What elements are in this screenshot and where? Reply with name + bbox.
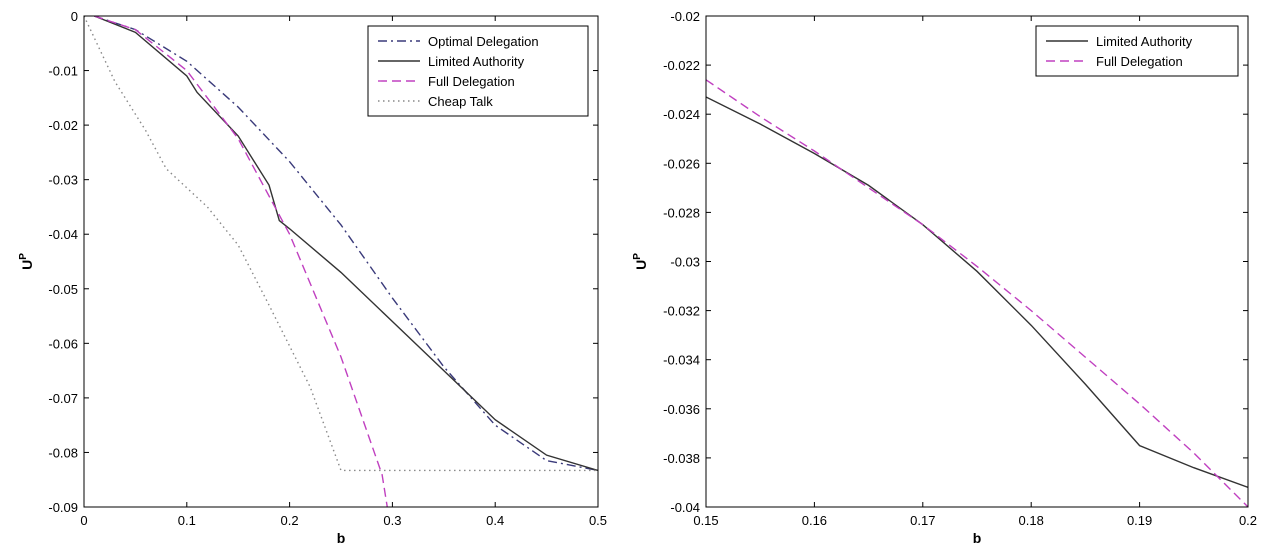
series-line-optimal-delegation xyxy=(94,16,598,472)
y-tick-label: -0.02 xyxy=(48,118,78,133)
y-tick-label: -0.034 xyxy=(663,353,700,368)
y-tick-label: -0.08 xyxy=(48,445,78,460)
x-tick-label: 0.16 xyxy=(802,513,827,528)
y-tick-label: -0.036 xyxy=(663,402,700,417)
y-tick-label: 0 xyxy=(71,9,78,24)
series-line-limited-authority xyxy=(706,96,1248,489)
y-tick-label: -0.04 xyxy=(670,500,700,515)
y-tick-label: -0.03 xyxy=(48,173,78,188)
legend: Limited Authority Full Delegation xyxy=(1035,25,1239,77)
legend-label: Optimal Delegation xyxy=(428,34,539,49)
legend-label: Limited Authority xyxy=(428,54,525,69)
x-tick-label: 0.18 xyxy=(1019,513,1044,528)
y-axis-label-group: UP xyxy=(18,253,35,270)
y-tick-label: -0.022 xyxy=(663,58,700,73)
y-tick-label: -0.04 xyxy=(48,227,78,242)
y-tick-label: -0.09 xyxy=(48,500,78,515)
legend-label: Cheap Talk xyxy=(428,94,493,109)
series-line-limited-authority xyxy=(94,16,598,472)
y-tick-label: -0.02 xyxy=(670,9,700,24)
x-tick-label: 0.2 xyxy=(281,513,299,528)
y-tick-label: -0.01 xyxy=(48,64,78,79)
x-tick-label: 0.19 xyxy=(1127,513,1152,528)
y-axis-label-main: U xyxy=(633,260,649,270)
chart-panel-1: 0 0.1 0.2 0.3 0.4 0.5 0 -0.01 -0.02 -0.03 -0.04 -0.… xyxy=(18,9,607,546)
y-axis-label-sup: P xyxy=(632,253,643,260)
y-tick-label: -0.03 xyxy=(670,255,700,270)
y-tick-label: -0.07 xyxy=(48,391,78,406)
x-tick-label: 0.2 xyxy=(1239,513,1257,528)
legend: Optimal Delegation Limited Authority Full … xyxy=(367,25,589,117)
plot-area xyxy=(706,16,1248,507)
x-tick-label: 0.15 xyxy=(693,513,718,528)
y-tick-label: -0.05 xyxy=(48,282,78,297)
x-tick-label: 0.3 xyxy=(383,513,401,528)
x-axis-label: b xyxy=(973,530,982,546)
y-tick-label: -0.024 xyxy=(663,107,700,122)
y-axis-label: UP xyxy=(18,253,35,270)
y-tick-label: -0.038 xyxy=(663,451,700,466)
series-line-full-delegation xyxy=(706,79,1248,507)
series-line-full-delegation xyxy=(94,16,388,507)
x-tick-label: 0.1 xyxy=(178,513,196,528)
axes-box xyxy=(83,15,599,508)
y-axis-label: UP xyxy=(632,253,649,270)
y-tick-label: -0.06 xyxy=(48,336,78,351)
y-axis-label-sup: P xyxy=(18,253,29,260)
y-tick-label: -0.032 xyxy=(663,304,700,319)
x-tick-label: 0.5 xyxy=(589,513,607,528)
legend-label: Full Delegation xyxy=(428,74,515,89)
chart-panel-2: 0.15 0.16 0.17 0.18 0.19 0.2 -0.02 -0.022 -0.024… xyxy=(632,9,1257,546)
x-axis-label: b xyxy=(337,530,346,546)
y-tick-label: -0.026 xyxy=(663,156,700,171)
x-tick-label: 0.17 xyxy=(910,513,935,528)
legend-label: Full Delegation xyxy=(1096,54,1183,69)
x-tick-label: 0 xyxy=(80,513,87,528)
legend-label: Limited Authority xyxy=(1096,34,1193,49)
y-axis-label-group: UP xyxy=(632,253,649,270)
legend-box xyxy=(1035,25,1239,77)
x-tick-label: 0.4 xyxy=(486,513,504,528)
y-axis-label-main: U xyxy=(19,260,35,270)
y-tick-label: -0.028 xyxy=(663,205,700,220)
